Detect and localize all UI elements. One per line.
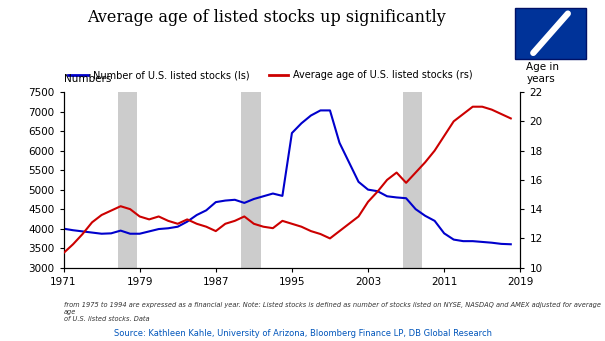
Legend: Number of U.S. listed stocks (ls), Average age of U.S. listed stocks (rs): Number of U.S. listed stocks (ls), Avera… [68, 70, 473, 80]
Text: Numbers: Numbers [64, 74, 111, 84]
Bar [118, 92, 137, 268]
Text: from 1975 to 1994 are expressed as a financial year. Note: Listed stocks is defi: from 1975 to 1994 are expressed as a fin… [64, 302, 601, 322]
Bar [241, 92, 261, 268]
Text: Source: Kathleen Kahle, University of Arizona, Bloomberg Finance LP, DB Global R: Source: Kathleen Kahle, University of Ar… [114, 329, 491, 338]
FancyBboxPatch shape [515, 8, 586, 59]
Text: Average age of listed stocks up significantly: Average age of listed stocks up signific… [87, 9, 445, 26]
Bar [404, 92, 422, 268]
Text: Age in
years: Age in years [526, 62, 560, 84]
